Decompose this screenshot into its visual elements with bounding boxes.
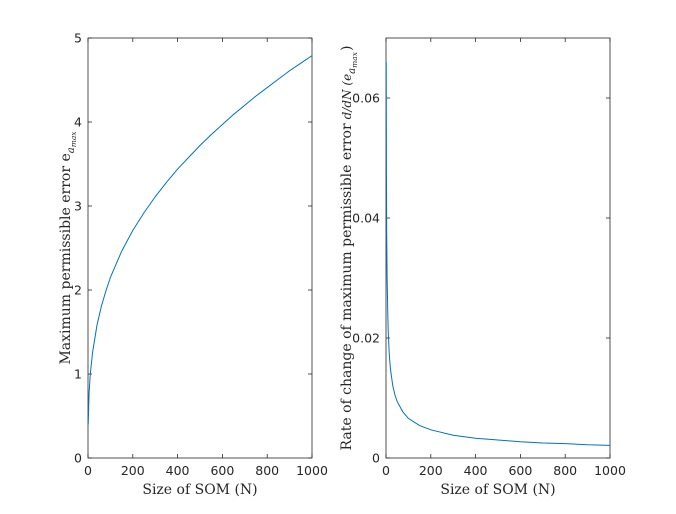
y-axis-label: Maximum permissible error eamax (58, 131, 78, 365)
y-axis-label-subscript: a (347, 68, 358, 74)
y-tick-label: 0 (74, 451, 82, 466)
y-tick-label: 1 (74, 367, 82, 382)
y-tick-label: 5 (74, 31, 82, 46)
y-tick-label: 0.04 (352, 211, 380, 226)
x-tick-label: 400 (166, 463, 190, 478)
series-line (385, 61, 611, 446)
x-tick-label: 600 (508, 463, 532, 478)
x-tick-label: 200 (121, 463, 145, 478)
x-tick-label: 200 (419, 463, 443, 478)
x-tick-label: 600 (210, 463, 234, 478)
y-tick-label: 0.06 (352, 91, 380, 106)
y-axis-label-derivative: d/dN (e (340, 74, 354, 120)
y-tick-label: 2 (74, 283, 82, 298)
x-tick-label: 400 (464, 463, 488, 478)
y-axis-label-subscript: a (66, 147, 77, 153)
left-chart-panel: 0 200 400 600 800 1000 0 1 2 3 4 5 Size of SOM (N) Ma… (58, 31, 328, 499)
x-tick-label: 0 (382, 463, 390, 478)
x-axis-label: Size of SOM (N) (440, 482, 555, 498)
x-tick-label: 800 (553, 463, 577, 478)
series-line (87, 55, 313, 425)
y-tick-label: 3 (74, 199, 82, 214)
x-tick-label: 1000 (296, 463, 328, 478)
plot-area-frame (385, 37, 611, 459)
right-chart-panel: 0 200 400 600 800 1000 0 0.02 0.04 0.06 Size of SO… (339, 37, 626, 498)
y-tick-label: 0 (372, 451, 380, 466)
x-tick-label: 1000 (594, 463, 626, 478)
x-tick-label: 0 (84, 463, 92, 478)
y-tick-label: 0.02 (352, 331, 380, 346)
y-axis-label-subsubscript: max (350, 51, 359, 68)
y-axis-label-close: ) (339, 46, 355, 51)
y-tick-label: 4 (74, 115, 82, 130)
y-axis-label: Rate of change of maximum permissible er… (339, 46, 359, 451)
plot-area-frame (87, 37, 313, 459)
y-axis-label-subsubscript: max (69, 131, 78, 148)
y-axis-label-text: Maximum permissible error e (58, 153, 74, 364)
y-axis-label-text: Rate of change of maximum permissible er… (339, 123, 355, 450)
x-tick-label: 800 (255, 463, 279, 478)
x-axis-label: Size of SOM (N) (142, 482, 257, 498)
